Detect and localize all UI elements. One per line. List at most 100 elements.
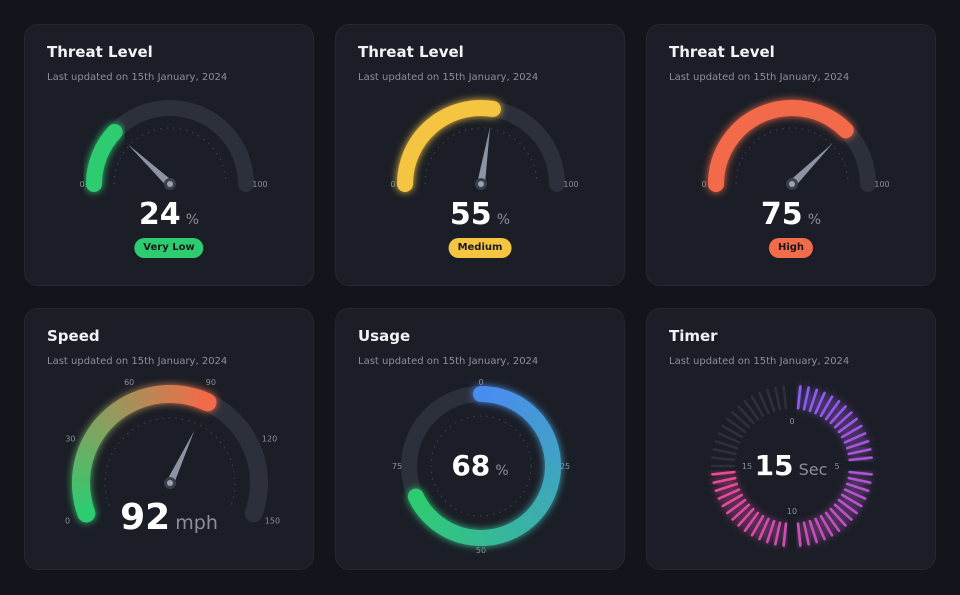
usage-progress-seg — [503, 391, 517, 409]
timer-tick — [782, 522, 788, 547]
speed-progress-seg — [78, 442, 98, 456]
speed-progress-seg — [143, 387, 154, 406]
timer-tick — [829, 405, 847, 425]
gauge-unit: % — [807, 212, 822, 228]
usage-progress-seg — [504, 522, 518, 541]
usage-progress-seg — [424, 511, 441, 528]
usage-unit: % — [495, 463, 509, 479]
timer-unit: Sec — [798, 460, 828, 479]
speed-progress-seg — [132, 390, 145, 410]
speed-progress-seg — [99, 410, 117, 428]
timer-tick — [758, 517, 770, 541]
usage-tick-label: 0 — [478, 378, 483, 387]
timer-card: Timer Last updated on 15th January, 2024… — [646, 308, 936, 570]
speed-tick-label: 120 — [262, 435, 277, 444]
usage-progress-seg — [493, 527, 505, 545]
speed-value: 92 — [120, 497, 171, 538]
timer-ticks — [710, 384, 874, 548]
speed-progress-seg — [149, 386, 159, 405]
gauge-max-label: 100 — [252, 180, 267, 189]
card-subtitle: Last updated on 15th January, 2024 — [358, 72, 539, 83]
timer-tick — [837, 417, 859, 434]
card-title: Threat Level — [358, 43, 464, 61]
timer-tick — [848, 456, 873, 462]
speed-progress-seg — [73, 458, 93, 469]
speed-readout: 92 mph — [25, 497, 313, 538]
speed-progress-seg — [138, 388, 150, 408]
usage-progress-seg — [531, 500, 549, 516]
gauge-progress — [397, 100, 501, 192]
timer-tick — [808, 388, 819, 413]
usage-readout: 68 % — [336, 449, 624, 482]
timer-tick — [711, 456, 736, 462]
usage-progress-seg — [540, 484, 558, 497]
speed-gauge: 0 30 60 90 120 150 — [65, 378, 280, 525]
status-badge: High — [768, 238, 814, 258]
usage-progress-cap-start — [473, 386, 489, 402]
usage-ring: 0 25 50 75 — [392, 378, 570, 555]
timer-tick — [840, 424, 863, 439]
speed-progress-seg — [112, 399, 128, 419]
gauge-needle — [127, 144, 173, 187]
timer-tick — [819, 395, 834, 418]
usage-progress-seg — [539, 433, 558, 447]
timer-tick-label: 10 — [787, 507, 797, 516]
timer-tick — [833, 503, 853, 521]
card-subtitle: Last updated on 15th January, 2024 — [47, 356, 228, 367]
usage-progress-seg — [461, 527, 472, 546]
timer-tick — [774, 521, 782, 546]
gauge-inner-ring — [735, 127, 849, 185]
timer-tick — [843, 432, 867, 444]
timer-tick — [845, 439, 870, 450]
gauge-value: 55 — [449, 197, 492, 232]
timer-tick — [743, 399, 760, 421]
timer-tick — [765, 519, 776, 544]
usage-progress-seg — [509, 520, 524, 538]
timer-tick — [712, 476, 737, 484]
usage-progress-seg — [514, 516, 530, 535]
gauge-readout: 24 % — [25, 197, 313, 232]
timer-tick — [829, 507, 847, 527]
timer-tick — [712, 448, 737, 456]
usage-tick-label: 25 — [560, 462, 570, 471]
speed-progress-seg — [85, 427, 105, 443]
usage-progress-seg — [508, 393, 523, 412]
gauge-readout: 55 % — [336, 197, 624, 232]
usage-progress-seg — [429, 515, 446, 533]
threat-gauge: 0 100 — [390, 100, 579, 192]
timer-tick — [721, 493, 744, 508]
speed-progress-seg — [74, 453, 94, 465]
needle-hub-dot — [789, 181, 795, 187]
threat-card-1: Threat Level Last updated on 15th Januar… — [24, 24, 314, 286]
gauge-inner-ring — [113, 127, 227, 185]
timer-tick — [814, 517, 826, 541]
speed-progress-seg — [92, 418, 110, 435]
timer-tick — [847, 476, 872, 484]
usage-progress-seg — [498, 525, 511, 543]
usage-progress-seg — [487, 528, 498, 546]
usage-progress-seg — [534, 495, 553, 510]
gauge-max-label: 100 — [874, 180, 889, 189]
timer-tick — [725, 498, 747, 515]
timer-tick — [824, 511, 841, 533]
gauge-min-label: 0 — [701, 180, 706, 189]
card-title: Threat Level — [669, 43, 775, 61]
timer-tick — [833, 411, 853, 429]
timer-tick — [837, 498, 859, 515]
usage-progress-seg — [537, 490, 556, 504]
timer-tick — [847, 448, 872, 456]
speed-progress-seg — [127, 392, 141, 411]
speed-unit: mph — [175, 512, 218, 534]
usage-progress-seg — [537, 427, 555, 441]
card-subtitle: Last updated on 15th January, 2024 — [47, 72, 228, 83]
speed-progress-seg — [76, 447, 96, 460]
speed-card: Speed Last updated on 15th January, 2024… — [24, 308, 314, 570]
timer-value: 15 — [754, 449, 794, 482]
gauge-needle — [477, 126, 491, 185]
timer-tick — [814, 391, 826, 415]
usage-progress-seg — [441, 521, 456, 540]
gauge-min-label: 0 — [79, 180, 84, 189]
usage-progress-seg — [497, 388, 510, 407]
speed-progress-seg — [117, 396, 132, 416]
timer-tick-label: 0 — [789, 417, 794, 426]
